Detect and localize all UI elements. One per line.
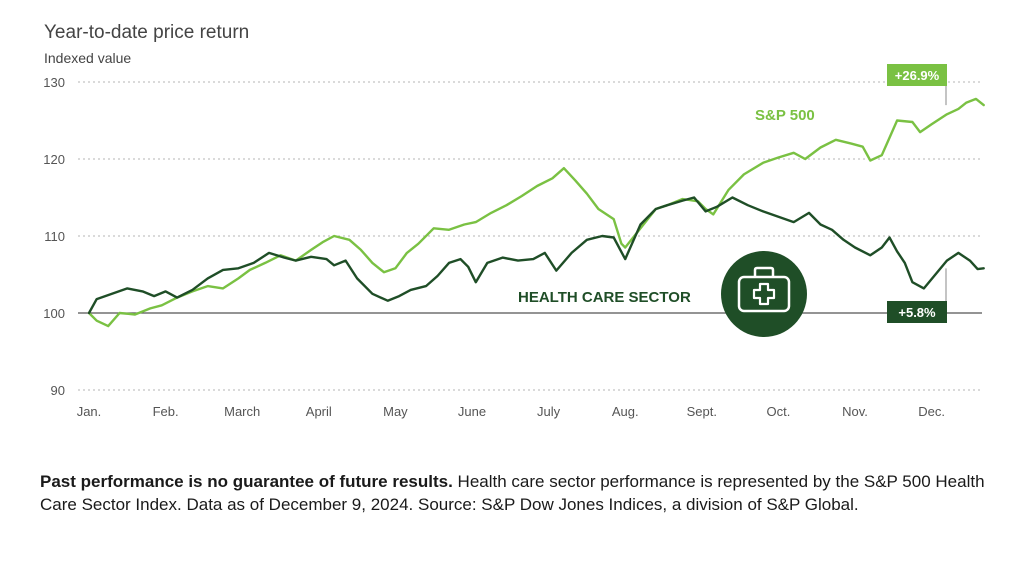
x-tick-label: Jan. [77, 404, 102, 419]
series-line-sp500 [87, 97, 985, 328]
x-tick-label: May [383, 404, 408, 419]
series-lines [87, 97, 985, 328]
series-label-sp500: S&P 500 [755, 107, 815, 124]
x-tick-label: Nov. [842, 404, 868, 419]
end-badge-sp500: +26.9% [887, 64, 947, 106]
series-label-health-care: HEALTH CARE SECTOR [518, 289, 691, 306]
svg-text:+5.8%: +5.8% [898, 305, 936, 320]
x-tick-label: June [458, 404, 486, 419]
x-tick-label: July [537, 404, 561, 419]
x-axis: Jan. Feb. March April May June July Aug. Sept. Oc… [77, 404, 945, 419]
svg-text:+26.9%: +26.9% [895, 68, 940, 83]
line-chart: 90 100 110 120 130 Jan. Feb. March April May June… [43, 64, 985, 419]
medical-kit-icon [721, 251, 807, 337]
x-tick-label: Oct. [766, 404, 790, 419]
end-badge-health-care: +5.8% [887, 268, 947, 323]
series-line-health-care [87, 196, 985, 315]
y-tick-label: 90 [51, 383, 65, 398]
x-tick-label: Feb. [153, 404, 179, 419]
x-tick-label: March [224, 404, 260, 419]
y-axis: 90 100 110 120 130 [43, 75, 65, 398]
x-tick-label: April [306, 404, 332, 419]
chart-title: Year-to-date price return [44, 22, 250, 43]
footnote: Past performance is no guarantee of futu… [40, 470, 990, 516]
x-tick-label: Aug. [612, 404, 639, 419]
end-badges: +26.9% +5.8% [887, 64, 947, 323]
footnote-text: Health care sector performance is repres… [40, 472, 985, 514]
y-tick-label: 130 [43, 75, 65, 90]
x-tick-label: Sept. [687, 404, 717, 419]
y-axis-label: Indexed value [44, 50, 132, 66]
series-labels: S&P 500 HEALTH CARE SECTOR [518, 107, 815, 306]
grid-lines [78, 81, 982, 391]
x-tick-label: Dec. [918, 404, 945, 419]
footnote-bold: Past performance is no guarantee of futu… [40, 472, 453, 491]
y-tick-label: 120 [43, 152, 65, 167]
y-tick-label: 100 [43, 306, 65, 321]
y-tick-label: 110 [44, 229, 65, 244]
